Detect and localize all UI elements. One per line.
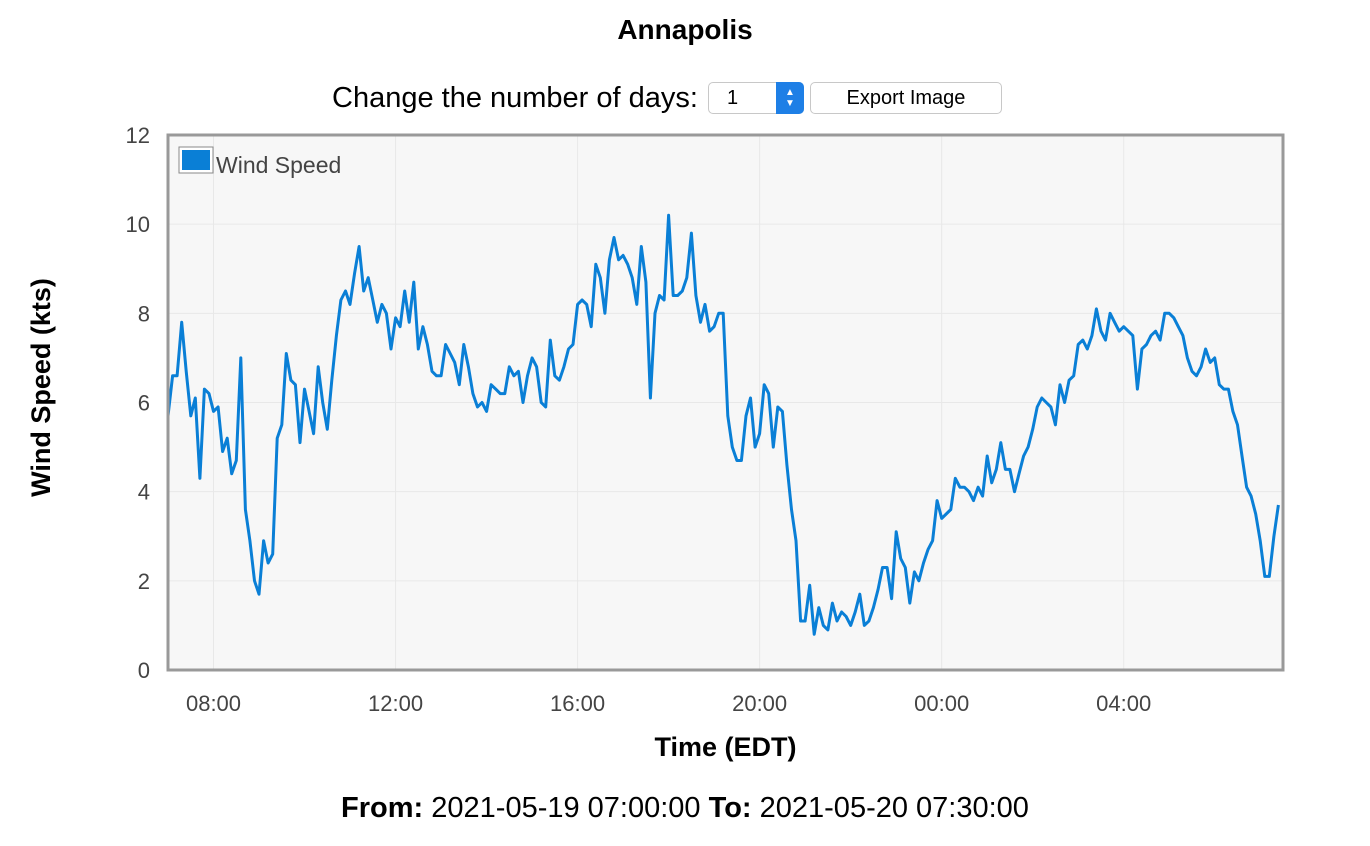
y-tick-label: 6 bbox=[138, 391, 150, 416]
plot-border bbox=[166, 133, 1285, 672]
to-label: To: bbox=[708, 792, 752, 824]
y-tick-label: 2 bbox=[138, 569, 150, 594]
y-tick-label: 12 bbox=[126, 123, 150, 148]
y-axis-title: Wind Speed (kts) bbox=[26, 278, 56, 497]
series-line-wind-speed bbox=[166, 213, 1280, 636]
from-label: From: bbox=[341, 792, 424, 824]
y-tick-label: 4 bbox=[138, 480, 150, 505]
x-axis-ticks: 08:00 12:00 16:00 20:00 00:00 04:00 bbox=[186, 691, 1151, 716]
to-value: 2021-05-20 07:30:00 bbox=[759, 792, 1029, 824]
date-range: From: 2021-05-19 07:00:00 To: 2021-05-20… bbox=[0, 792, 1370, 825]
from-value: 2021-05-19 07:00:00 bbox=[431, 792, 701, 824]
x-tick-label: 04:00 bbox=[1096, 691, 1151, 716]
chevron-up-down-icon[interactable]: ▲ ▼ bbox=[775, 82, 804, 114]
days-label: Change the number of days: bbox=[332, 81, 698, 114]
x-axis-title: Time (EDT) bbox=[654, 732, 796, 762]
x-tick-label: 16:00 bbox=[550, 691, 605, 716]
y-axis-ticks: 0 2 4 6 8 10 12 bbox=[126, 123, 150, 683]
days-controls: Change the number of days: 1 ▲ ▼ Export I… bbox=[332, 80, 1002, 116]
chart-title: Annapolis bbox=[617, 14, 753, 45]
days-select[interactable]: 1 ▲ ▼ bbox=[707, 82, 804, 114]
y-tick-label: 0 bbox=[138, 658, 150, 683]
x-tick-label: 20:00 bbox=[732, 691, 787, 716]
y-tick-label: 10 bbox=[126, 212, 150, 237]
export-image-button[interactable]: Export Image bbox=[809, 82, 1002, 114]
legend-swatch bbox=[182, 150, 210, 170]
x-tick-label: 12:00 bbox=[368, 691, 423, 716]
y-tick-label: 8 bbox=[138, 301, 150, 326]
days-select-value: 1 bbox=[726, 86, 739, 109]
legend-label: Wind Speed bbox=[216, 152, 341, 178]
x-tick-label: 08:00 bbox=[186, 691, 241, 716]
legend: Wind Speed bbox=[178, 146, 341, 178]
x-tick-label: 00:00 bbox=[914, 691, 969, 716]
